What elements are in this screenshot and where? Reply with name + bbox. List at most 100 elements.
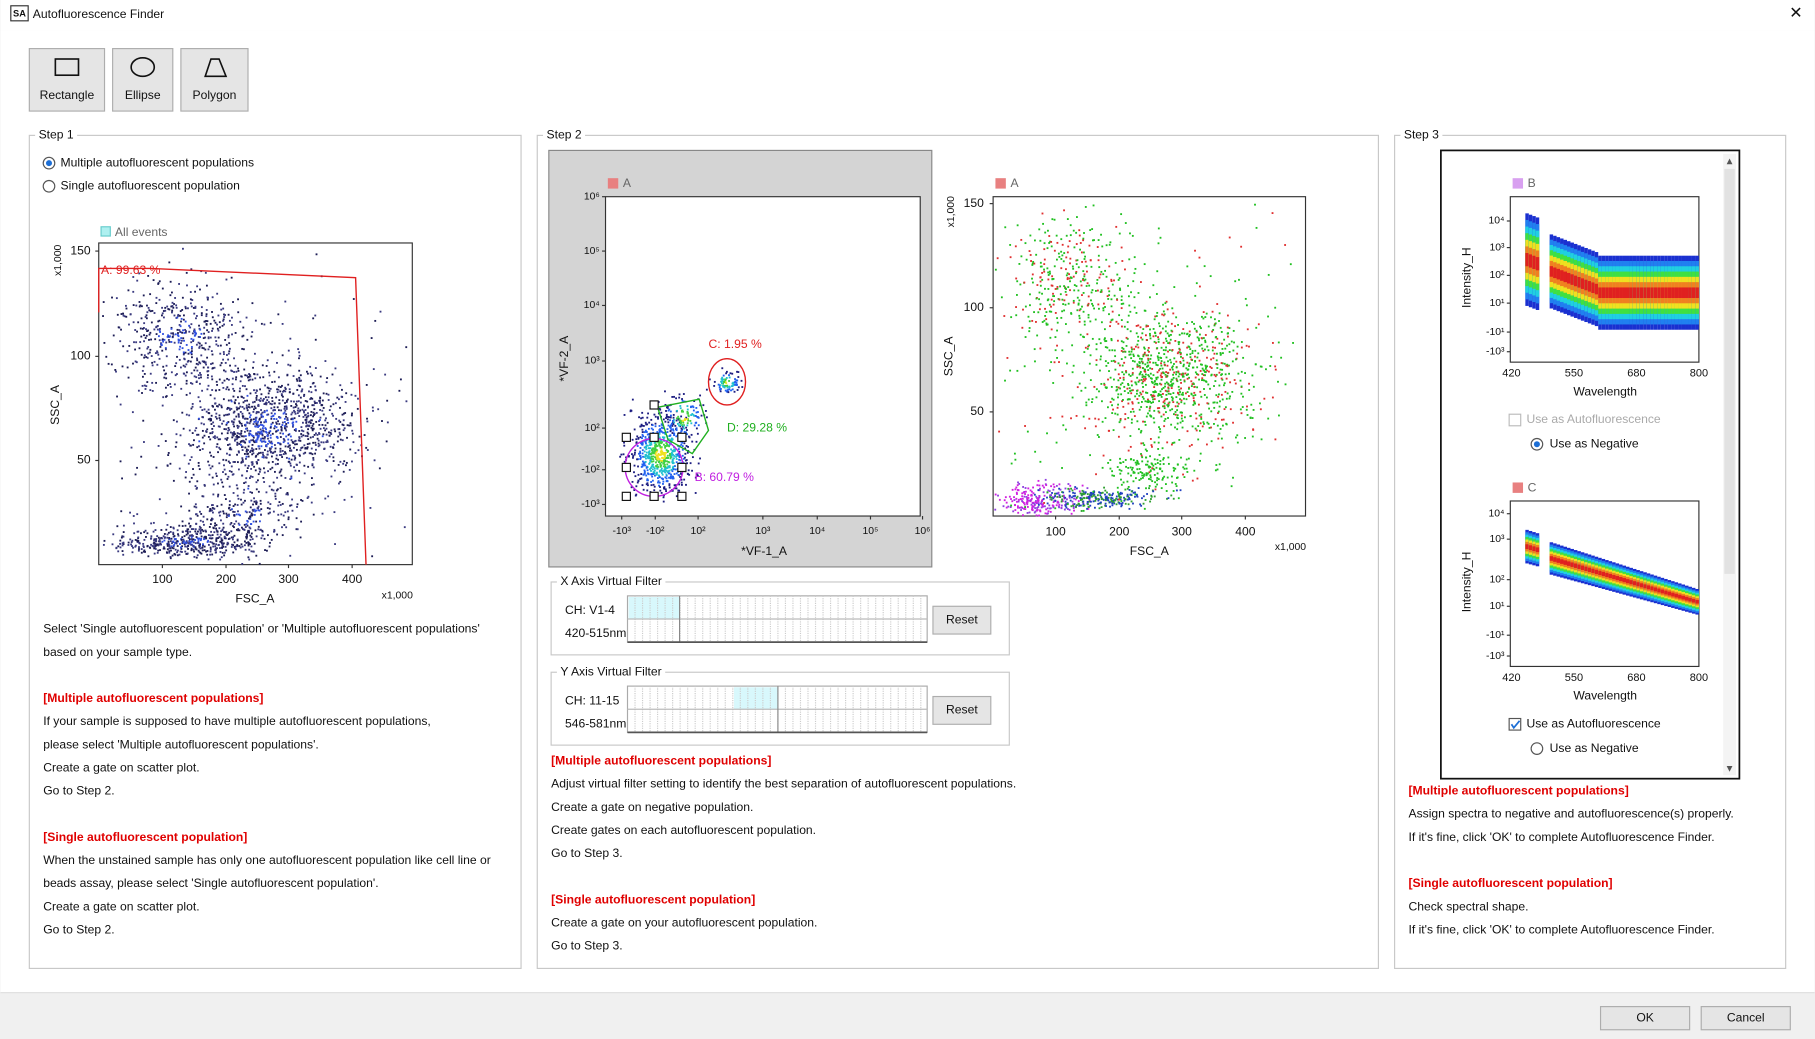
event-dot bbox=[1111, 412, 1114, 414]
event-dot bbox=[1041, 498, 1044, 501]
event-dot bbox=[665, 410, 667, 412]
event-dot bbox=[146, 532, 149, 535]
gate-handle[interactable] bbox=[649, 400, 659, 410]
event-dot bbox=[228, 350, 231, 353]
event-dot bbox=[673, 473, 676, 475]
event-dot bbox=[211, 507, 214, 509]
event-dot bbox=[201, 495, 204, 498]
event-dot bbox=[222, 542, 225, 545]
event-dot bbox=[664, 476, 667, 479]
event-dot bbox=[260, 416, 263, 419]
event-dot bbox=[283, 425, 286, 428]
event-dot bbox=[662, 462, 665, 465]
event-dot bbox=[726, 384, 729, 387]
tool-button[interactable] bbox=[112, 48, 174, 112]
event-dot bbox=[188, 534, 191, 537]
event-dot bbox=[1228, 397, 1231, 400]
event-dot bbox=[1112, 359, 1115, 362]
event-dot bbox=[1027, 497, 1030, 499]
event-dot bbox=[125, 315, 128, 318]
event-dot bbox=[1188, 330, 1191, 333]
event-dot bbox=[1116, 406, 1119, 409]
event-dot bbox=[174, 548, 177, 551]
gate-handle[interactable] bbox=[677, 432, 687, 442]
event-dot bbox=[339, 421, 342, 423]
event-dot bbox=[159, 345, 162, 348]
event-dot bbox=[1007, 505, 1010, 508]
event-dot bbox=[1190, 443, 1193, 446]
gate-handle[interactable] bbox=[621, 491, 631, 501]
event-dot bbox=[314, 389, 317, 392]
event-dot bbox=[220, 503, 223, 506]
event-dot bbox=[1194, 371, 1197, 374]
event-dot bbox=[650, 453, 653, 456]
event-dot bbox=[180, 538, 183, 540]
gate-a bbox=[98, 267, 367, 565]
event-dot bbox=[311, 477, 313, 480]
event-dot bbox=[232, 387, 235, 390]
event-dot bbox=[1016, 505, 1019, 508]
event-dot bbox=[669, 453, 672, 456]
event-dot bbox=[256, 479, 259, 482]
event-dot bbox=[1143, 346, 1146, 349]
gate-handle[interactable] bbox=[649, 432, 659, 442]
gate-handle[interactable] bbox=[677, 491, 687, 501]
event-dot bbox=[218, 417, 221, 419]
event-dot bbox=[1248, 345, 1250, 348]
radio-label[interactable]: Single autofluorescent population bbox=[61, 178, 240, 192]
event-dot bbox=[1163, 313, 1166, 316]
event-dot bbox=[255, 398, 258, 401]
event-dot bbox=[122, 535, 125, 538]
tool-label[interactable]: Polygon bbox=[193, 88, 237, 102]
event-dot bbox=[228, 319, 231, 322]
event-dot bbox=[1041, 499, 1043, 502]
close-button[interactable]: ✕ bbox=[1789, 4, 1803, 22]
event-dot bbox=[255, 502, 258, 505]
gate-handle[interactable] bbox=[621, 432, 631, 442]
event-dot bbox=[650, 469, 652, 472]
event-dot bbox=[653, 489, 656, 492]
event-dot bbox=[1048, 270, 1051, 273]
event-dot bbox=[161, 349, 164, 352]
tool-label[interactable]: Rectangle bbox=[40, 88, 95, 102]
event-dot bbox=[649, 444, 651, 447]
event-dot bbox=[295, 378, 298, 381]
event-dot bbox=[1048, 490, 1051, 493]
tool-label[interactable]: Ellipse bbox=[125, 88, 161, 102]
event-dot bbox=[220, 519, 222, 522]
event-dot bbox=[1032, 492, 1035, 495]
event-dot bbox=[646, 456, 649, 459]
event-dot bbox=[1228, 351, 1231, 353]
event-dot bbox=[230, 276, 233, 279]
event-dot bbox=[171, 546, 174, 549]
event-dot bbox=[215, 527, 217, 530]
event-dot bbox=[164, 309, 167, 312]
gate-handle[interactable] bbox=[677, 462, 687, 473]
gate-handle[interactable] bbox=[621, 462, 631, 473]
event-dot bbox=[229, 509, 232, 511]
event-dot bbox=[1169, 393, 1172, 396]
event-dot bbox=[247, 464, 250, 467]
radio[interactable] bbox=[42, 179, 56, 193]
event-dot bbox=[1048, 310, 1051, 313]
event-dot bbox=[685, 431, 687, 434]
event-dot bbox=[161, 314, 163, 317]
event-dot bbox=[226, 413, 229, 416]
event-dot bbox=[292, 442, 295, 444]
event-dot bbox=[1076, 259, 1079, 262]
event-dot bbox=[257, 434, 260, 437]
event-dot bbox=[1167, 387, 1170, 390]
event-dot bbox=[325, 392, 328, 395]
event-dot bbox=[1054, 500, 1057, 502]
radio-label[interactable]: Multiple autofluorescent populations bbox=[61, 155, 254, 169]
event-dot bbox=[127, 544, 130, 546]
gate-handle[interactable] bbox=[649, 491, 659, 501]
event-dot bbox=[1150, 354, 1153, 357]
event-dot bbox=[681, 424, 684, 426]
event-dot bbox=[255, 422, 258, 425]
event-dot bbox=[178, 358, 181, 361]
event-dot bbox=[1109, 401, 1112, 403]
event-dot bbox=[623, 444, 626, 447]
event-dot bbox=[1130, 350, 1133, 353]
event-dot bbox=[1171, 383, 1173, 386]
